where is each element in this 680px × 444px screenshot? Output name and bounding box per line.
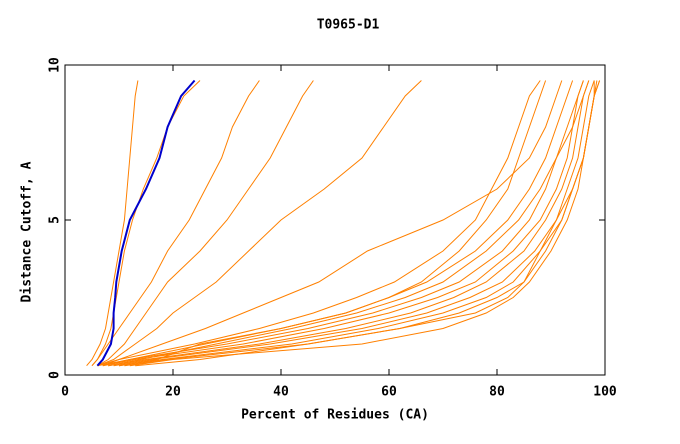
- data-line: [97, 80, 541, 367]
- data-line: [135, 80, 598, 367]
- x-tick-label: 100: [593, 385, 617, 400]
- data-line: [108, 80, 590, 367]
- data-line: [113, 80, 595, 367]
- data-line: [124, 80, 601, 367]
- data-line: [91, 80, 201, 367]
- data-line: [102, 80, 547, 367]
- plot-frame: [64, 64, 606, 376]
- x-tick-label: 60: [381, 385, 397, 400]
- x-tick-label: 40: [273, 385, 289, 400]
- chart-title: T0965-D1: [317, 18, 380, 33]
- y-tick-label: 10: [48, 57, 63, 73]
- x-tick-label: 0: [61, 385, 69, 400]
- data-line: [97, 80, 314, 367]
- data-line: [97, 80, 584, 367]
- data-line: [108, 80, 590, 367]
- data-line: [86, 80, 139, 367]
- data-line: [129, 80, 601, 367]
- y-tick-label: 0: [48, 371, 63, 379]
- x-tick-label: 80: [489, 385, 505, 400]
- y-tick-label: 5: [48, 216, 63, 224]
- data-line: [91, 80, 260, 367]
- data-line: [97, 80, 422, 367]
- y-axis-label: Distance Cutoff, A: [20, 161, 35, 302]
- data-line: [118, 80, 574, 367]
- data-line: [118, 80, 595, 367]
- data-line: [102, 80, 584, 367]
- x-axis-label: Percent of Residues (CA): [241, 408, 429, 423]
- data-line: [102, 80, 563, 367]
- data-line: [96, 79, 196, 367]
- x-tick-label: 20: [165, 385, 181, 400]
